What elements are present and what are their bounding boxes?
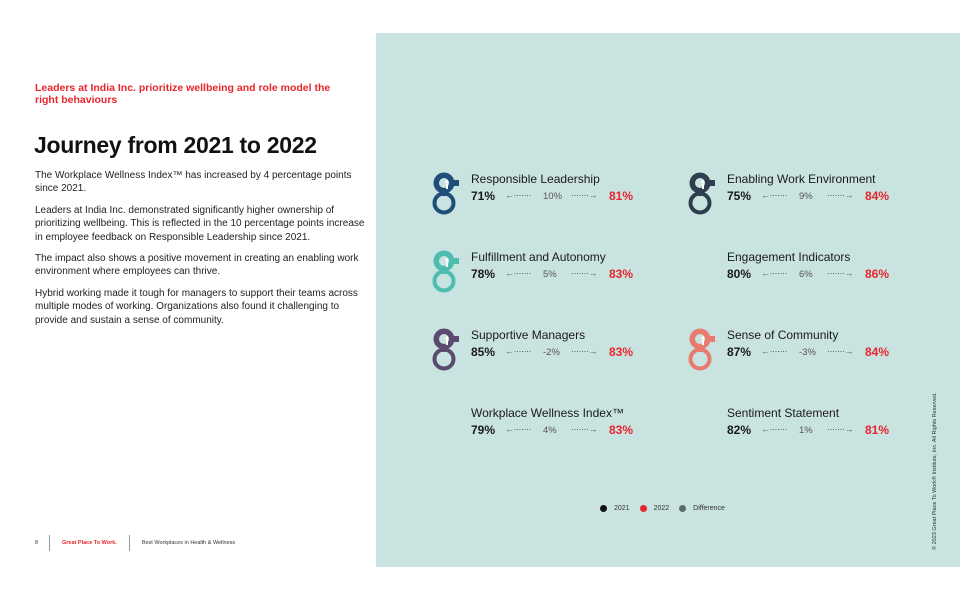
metric-values: 85% ←······· -2% ·······→ 83% (471, 345, 671, 361)
arrow-right: ·······→ (571, 268, 597, 278)
metric-values: 75% ←······· 9% ·······→ 84% (727, 189, 927, 205)
value-2022: 81% (865, 423, 890, 437)
value-2021: 78% (471, 267, 496, 281)
value-2022: 81% (609, 189, 634, 203)
value-difference: 9% (799, 191, 813, 202)
arrow-left: ←······· (505, 346, 531, 356)
metric-name: Sentiment Statement (727, 406, 840, 420)
value-2022: 83% (609, 345, 634, 359)
value-difference: 4% (543, 425, 557, 436)
publication-title: Best Workplaces in Health & Wellness (141, 540, 236, 546)
legend-dot-2022 (639, 505, 647, 512)
arrow-left: ←······· (761, 346, 787, 356)
arrow-left: ←······· (761, 424, 787, 434)
value-2022: 84% (865, 189, 890, 203)
metric-sentiment-statement: Sentiment Statement 82% ←······· 1% ····… (688, 404, 918, 450)
value-2021: 80% (727, 267, 752, 281)
report-page: Leaders at India Inc. prioritize wellbei… (0, 33, 960, 567)
metric-name: Responsible Leadership (471, 172, 600, 186)
value-difference: -2% (543, 347, 560, 358)
metric-enabling-work-environment: Enabling Work Environment 75% ←······· 9… (688, 170, 918, 216)
metric-values: 80% ←······· 6% ·······→ 86% (727, 267, 927, 283)
value-2021: 71% (471, 189, 496, 203)
leadership-icon (432, 170, 460, 216)
value-2021: 82% (727, 423, 752, 437)
arrow-right: ·······→ (827, 424, 853, 434)
arrow-right: ·······→ (571, 424, 597, 434)
arrow-left: ←······· (505, 190, 531, 200)
arrow-left: ←······· (505, 268, 531, 278)
value-2022: 83% (609, 267, 634, 281)
value-2021: 85% (471, 345, 496, 359)
value-difference: 10% (543, 191, 563, 202)
paragraph: Leaders at India Inc. demonstrated signi… (35, 204, 365, 243)
arrow-left: ←······· (505, 424, 531, 434)
footer-divider (128, 535, 130, 551)
metric-values: 78% ←······· 5% ·······→ 83% (471, 267, 671, 283)
page-number: 8 (35, 540, 39, 546)
arrow-right: ·······→ (827, 268, 853, 278)
legend-label: 2021 (614, 505, 630, 512)
community-icon (688, 326, 716, 372)
work-environment-icon (688, 170, 716, 216)
paragraph: The Workplace Wellness Index™ has increa… (35, 170, 352, 195)
legend-label: 2022 (653, 505, 670, 512)
metric-values: 71% ←······· 10% ·······→ 81% (471, 189, 671, 205)
legend: 2021 2022 Difference (600, 505, 735, 512)
metric-engagement-indicators: Engagement Indicators 80% ←······· 6% ··… (688, 248, 918, 294)
copyright-vertical: © 2023 Great Place To Work® Institute, I… (932, 380, 942, 550)
metric-name: Sense of Community (727, 328, 839, 342)
footer-divider (49, 535, 50, 551)
metric-name: Fulfillment and Autonomy (471, 250, 606, 264)
value-2021: 75% (727, 189, 752, 203)
value-difference: -3% (799, 347, 816, 358)
brand-name: Great Place To Work. (62, 540, 117, 546)
metrics-panel (376, 33, 960, 567)
metric-responsible-leadership: Responsible Leadership 71% ←······· 10% … (432, 170, 662, 216)
metric-values: 82% ←······· 1% ·······→ 81% (727, 423, 927, 439)
value-difference: 6% (799, 269, 813, 280)
legend-label: Difference (693, 505, 725, 512)
metric-values: 87% ←······· -3% ·······→ 84% (727, 345, 927, 361)
left-panel: Leaders at India Inc. prioritize wellbei… (0, 33, 376, 567)
value-2022: 86% (865, 267, 890, 281)
legend-dot-difference (679, 505, 687, 512)
managers-icon (432, 326, 460, 372)
page-title: Journey from 2021 to 2022 (34, 132, 317, 158)
metric-fulfillment-and-autonomy: Fulfillment and Autonomy 78% ←······· 5%… (432, 248, 662, 294)
value-2022: 83% (609, 423, 634, 437)
page-footer: 8 Great Place To Work. Best Workplaces i… (35, 535, 235, 551)
metric-name: Workplace Wellness Index™ (471, 406, 624, 420)
value-difference: 1% (799, 425, 813, 436)
paragraph: The impact also shows a positive movemen… (35, 253, 359, 278)
value-difference: 5% (543, 269, 557, 280)
legend-dot-2021 (600, 505, 607, 512)
arrow-left: ←······· (761, 268, 787, 278)
autonomy-icon (432, 248, 460, 294)
metric-supportive-managers: Supportive Managers 85% ←······· -2% ···… (432, 326, 662, 372)
metric-name: Enabling Work Environment (727, 172, 876, 186)
arrow-left: ←······· (761, 190, 787, 200)
metric-name: Supportive Managers (471, 328, 586, 342)
arrow-right: ·······→ (571, 190, 597, 200)
metric-name: Engagement Indicators (727, 250, 851, 264)
value-2021: 87% (727, 345, 752, 359)
metric-workplace-wellness-index: Workplace Wellness Index™ 79% ←······· 4… (432, 404, 662, 450)
eyebrow-heading: Leaders at India Inc. prioritize wellbei… (35, 82, 331, 106)
body-text: The Workplace Wellness Index™ has increa… (35, 169, 365, 335)
arrow-right: ·······→ (827, 190, 853, 200)
metric-values: 79% ←······· 4% ·······→ 83% (471, 423, 671, 439)
copyright-text: © 2023 Great Place To Work® Institute, I… (932, 392, 938, 550)
arrow-right: ·······→ (571, 346, 597, 356)
value-2021: 79% (471, 423, 496, 437)
arrow-right: ·······→ (827, 346, 853, 356)
paragraph: Hybrid working made it tough for manager… (35, 287, 358, 326)
value-2022: 84% (865, 345, 890, 359)
metric-sense-of-community: Sense of Community 87% ←······· -3% ····… (688, 326, 918, 372)
